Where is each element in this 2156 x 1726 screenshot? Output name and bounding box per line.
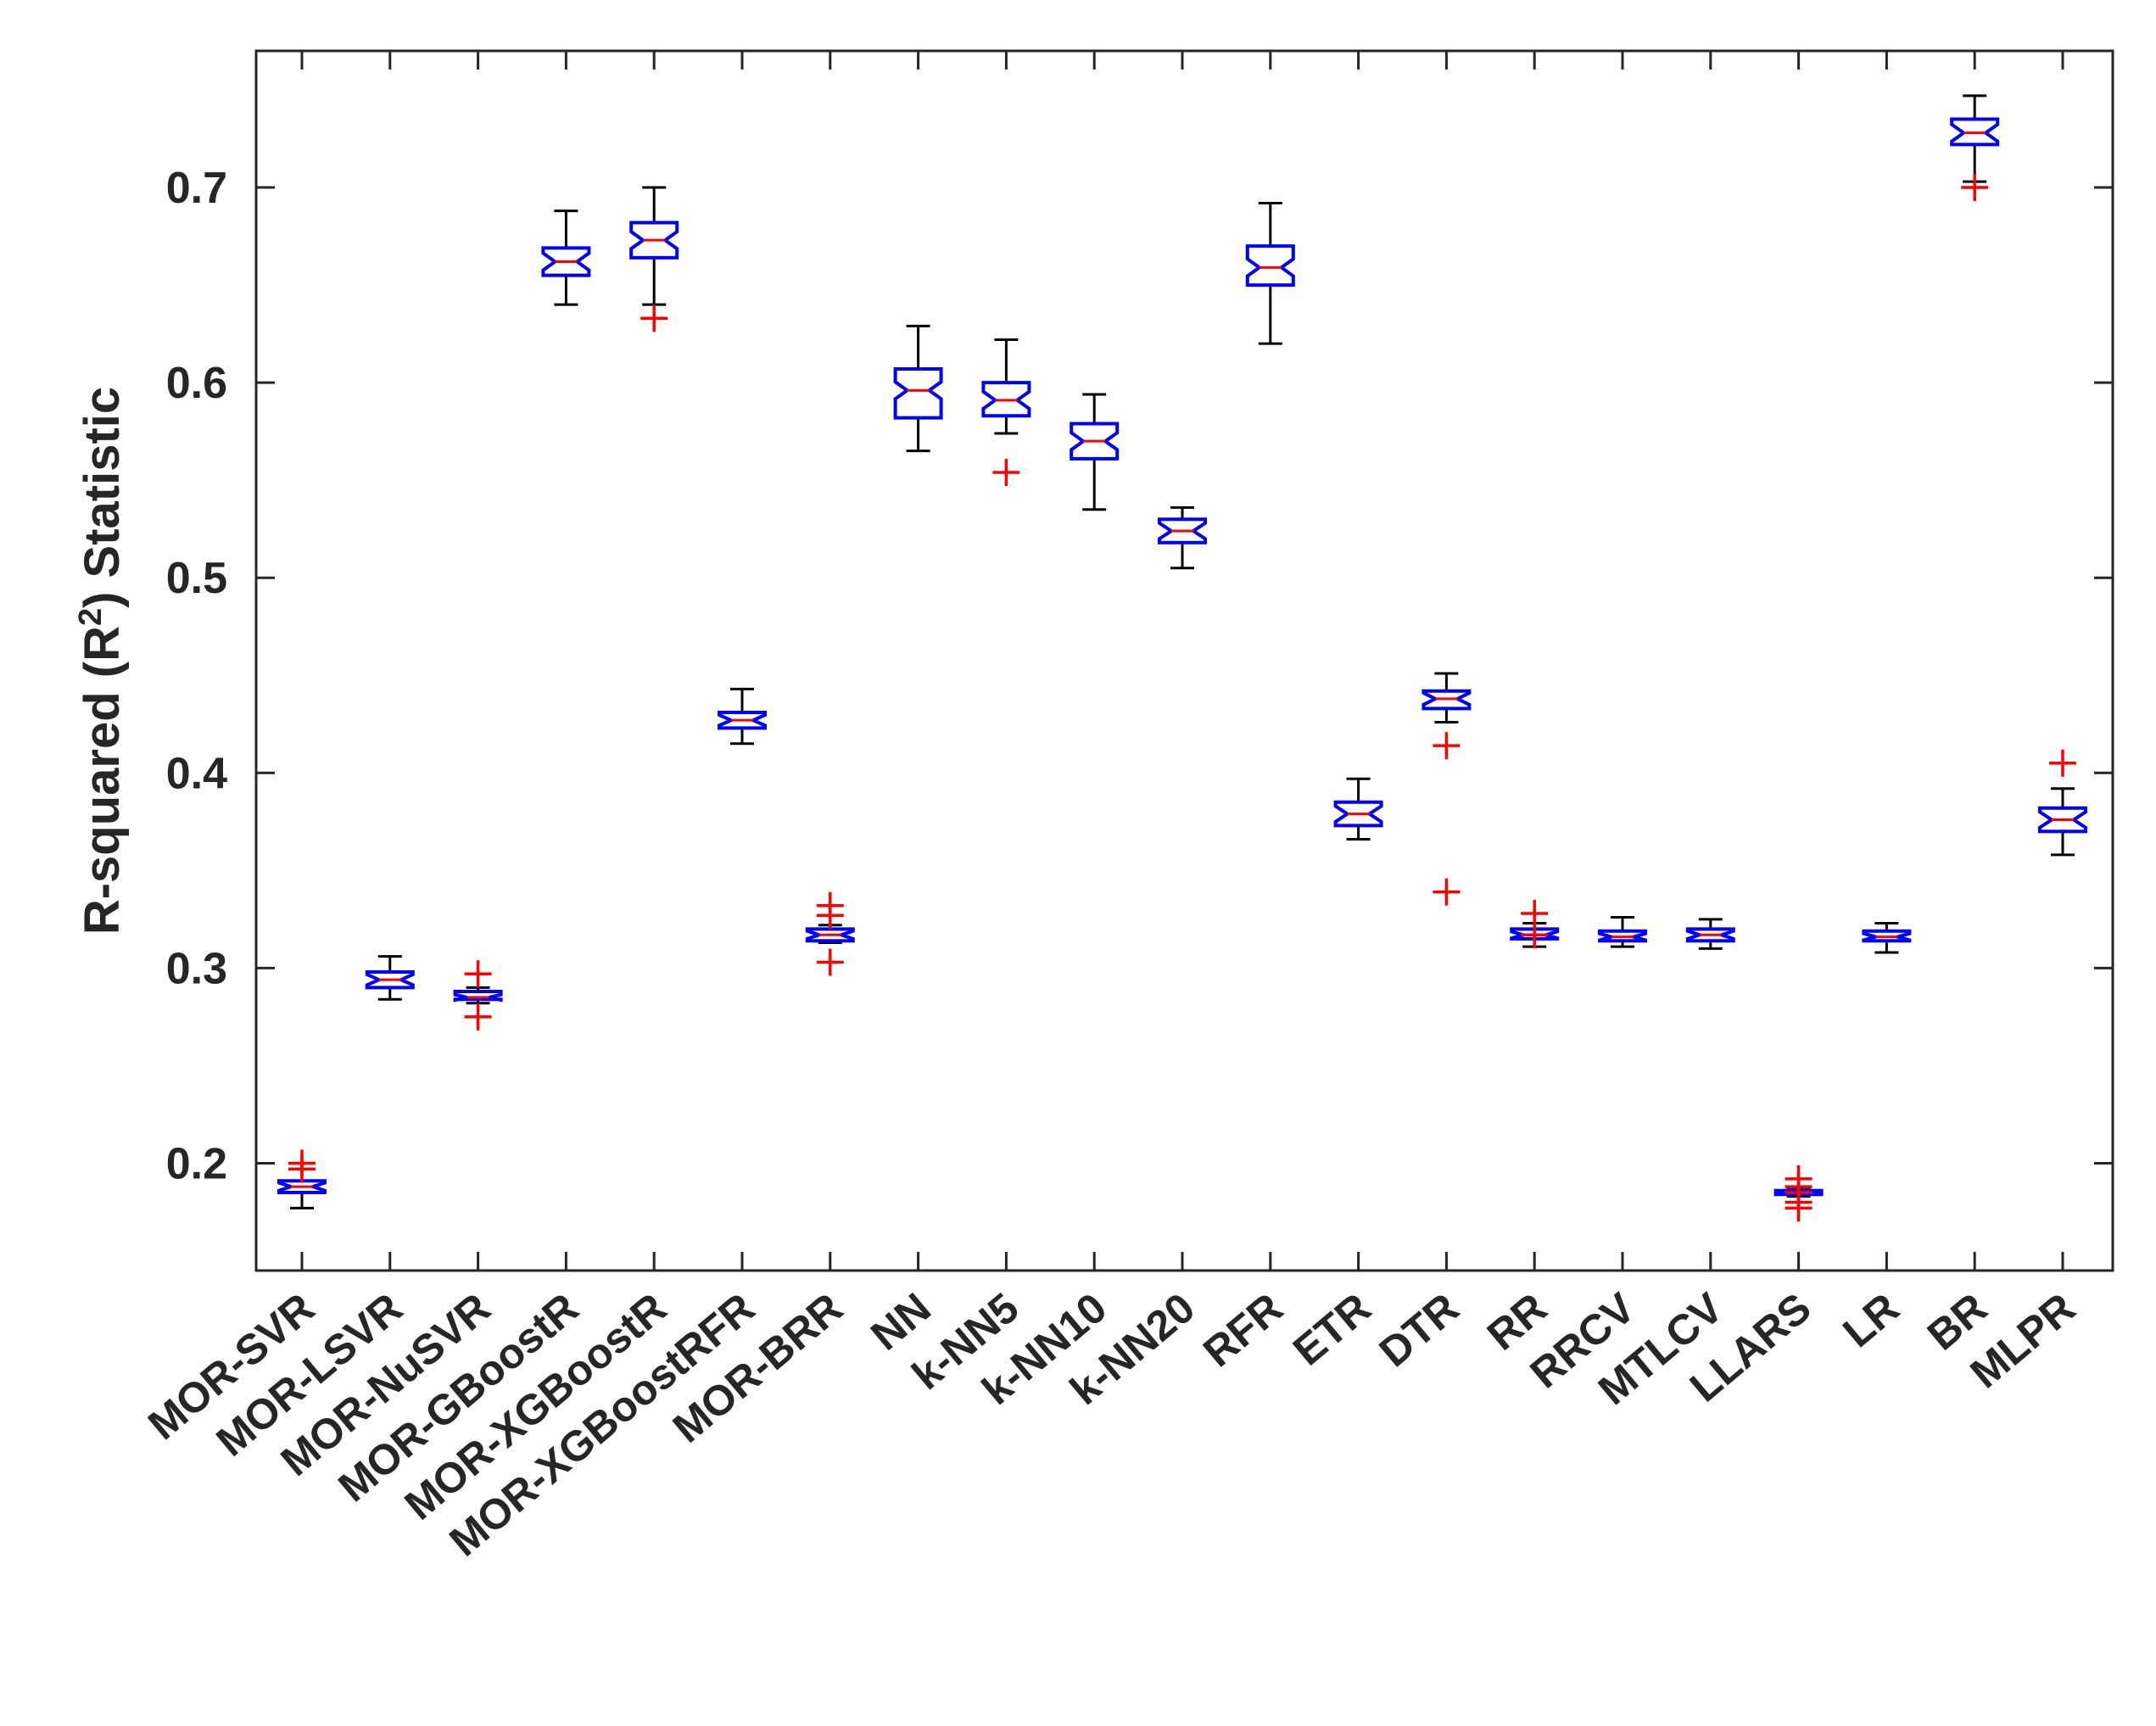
- box-MOR-XGBoostR: [629, 186, 679, 332]
- outlier-marker: [1961, 174, 1989, 202]
- outlier-marker: [2049, 749, 2076, 777]
- box-MLPR: [2038, 749, 2087, 857]
- x-axis-tick-labels: MOR-SVRMOR-LSVRMOR-NuSVRMOR-GBoostRMOR-X…: [139, 1283, 2084, 1566]
- box-MOR-XGBoostRFR: [718, 687, 767, 746]
- box-LR: [1862, 921, 1912, 954]
- y-tick-label: 0.7: [166, 164, 227, 213]
- outlier-marker: [288, 1155, 316, 1183]
- box-DTR: [1422, 672, 1472, 906]
- box-MOR-GBoostR: [541, 209, 591, 306]
- outlier-marker: [1433, 878, 1461, 906]
- outlier-marker: [1521, 921, 1549, 949]
- outlier-marker: [1433, 732, 1461, 760]
- y-tick-label: 0.4: [166, 749, 227, 798]
- x-tick-label: DTR: [1371, 1284, 1468, 1377]
- outlier-marker: [464, 1003, 492, 1031]
- y-tick-label: 0.2: [166, 1139, 227, 1188]
- x-tick-label: ETR: [1284, 1284, 1380, 1375]
- x-tick-label: MLPR: [1962, 1284, 2085, 1398]
- box-MOR-SVR: [277, 1149, 327, 1209]
- outlier-marker: [464, 960, 492, 988]
- x-tick-label: RFR: [1194, 1284, 1292, 1377]
- boxes-layer: [277, 94, 2087, 1222]
- outlier-marker: [816, 902, 844, 930]
- box-k-NN10: [1070, 393, 1120, 511]
- plot-area: [256, 51, 2113, 1271]
- box-ETR: [1333, 777, 1383, 841]
- box-RRCV: [1598, 916, 1647, 948]
- outlier-marker: [1785, 1194, 1812, 1222]
- outlier-marker: [992, 458, 1020, 486]
- outlier-marker: [640, 304, 668, 332]
- box-RR: [1510, 899, 1560, 949]
- box-MOR-BRR: [805, 891, 855, 976]
- box-MOR-LSVR: [365, 955, 415, 1001]
- box-body: [1245, 244, 1295, 288]
- x-tick-label: LR: [1834, 1284, 1907, 1357]
- box-RFR: [1245, 201, 1295, 345]
- box-body: [893, 367, 943, 420]
- box-NN: [893, 324, 943, 453]
- x-axis-ticks: [300, 51, 2064, 1271]
- y-axis-label: R-squared (R2) Statistic: [73, 387, 130, 935]
- y-axis-label-superscript: 2: [73, 608, 109, 626]
- y-axis-ticks: [256, 186, 2113, 1165]
- box-MTLCV: [1685, 918, 1735, 950]
- y-tick-label: 0.6: [166, 359, 227, 408]
- box-body: [453, 990, 503, 1003]
- box-k-NN20: [1158, 506, 1207, 570]
- outlier-marker: [816, 948, 844, 976]
- box-k-NN5: [981, 338, 1031, 486]
- axes-frame: [254, 49, 2114, 1272]
- y-axis-tick-labels: 0.2 0.3 0.4 0.5 0.6 0.7: [166, 164, 227, 1188]
- box-BR: [1950, 94, 2000, 202]
- box-LLARS: [1773, 1165, 1824, 1222]
- y-tick-label: 0.3: [166, 944, 227, 993]
- y-tick-label: 0.5: [166, 554, 227, 603]
- box-MOR-NuSVR: [453, 960, 503, 1031]
